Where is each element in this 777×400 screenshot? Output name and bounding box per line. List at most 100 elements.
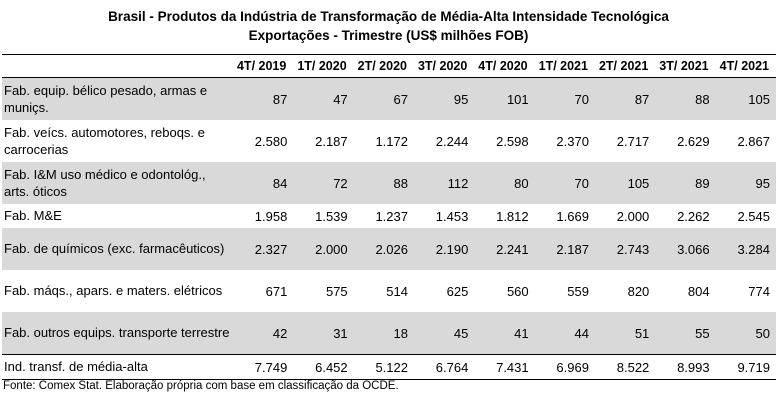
table-cell: 2.241: [474, 228, 535, 270]
table-cell: 51: [594, 312, 656, 355]
table-cell: 105: [715, 77, 776, 120]
table-cell: 1.669: [556, 208, 589, 224]
exports-table: 4T/ 2019 1T/ 2020 2T/ 2020 3T/ 2020 4T/ …: [2, 54, 776, 380]
table-cell: 105: [594, 162, 656, 204]
table-cell: 2.545: [737, 208, 770, 224]
table-cell: 2.598: [496, 133, 529, 149]
header-row: 4T/ 2019 1T/ 2020 2T/ 2020 3T/ 2020 4T/ …: [2, 54, 776, 78]
table-row: Fab. de químicos (exc. farmacêuticos) 2.…: [2, 228, 776, 270]
header-cell: 1T/ 2020: [293, 54, 354, 78]
table-cell: 8.522: [594, 354, 656, 380]
header-cell: 4T/ 2019: [233, 54, 294, 78]
total-row: Ind. transf. de média-alta 7.749 6.452 5…: [2, 354, 776, 380]
table-cell: 7.431: [474, 354, 535, 380]
header-cell: 3T/ 2021: [655, 54, 716, 78]
header-cell: 1T/ 2021: [534, 54, 595, 78]
table-cell: 80: [474, 162, 535, 204]
table-cell: 2.187: [315, 133, 348, 149]
table-cell: 88: [353, 162, 414, 204]
table-cell: 804: [687, 283, 710, 299]
table-cell: 2.026: [353, 228, 414, 270]
table-cell: 575: [325, 283, 348, 299]
table-cell: 87: [594, 77, 656, 120]
source-footnote: Fonte: Comex Stat. Elaboração própria co…: [3, 380, 399, 392]
table-cell: 45: [413, 312, 475, 355]
table-row: Fab. M&E 1.958 1.539 1.237 1.453 1.812 1…: [2, 204, 776, 228]
title-line-1: Brasil - Produtos da Indústria de Transf…: [108, 9, 669, 24]
header-cell: 4T/ 2021: [715, 54, 776, 78]
header-cell: 4T/ 2020: [474, 54, 535, 78]
row-label: Fab. I&M uso médico e odontológ., arts. …: [2, 162, 233, 204]
table-cell: 1.812: [496, 208, 529, 224]
table-cell: 1.958: [254, 208, 288, 224]
table-cell: 6.969: [534, 354, 595, 380]
table-cell: 774: [748, 283, 770, 299]
table-cell: 9.719: [715, 354, 776, 380]
table-cell: 2.000: [616, 208, 650, 224]
table-row: Fab. veícs. automotores, reboqs. e carro…: [2, 120, 776, 162]
table-title: Brasil - Produtos da Indústria de Transf…: [0, 0, 777, 45]
table-cell: 44: [534, 312, 595, 355]
table-cell: 2.717: [616, 133, 650, 149]
table-cell: 95: [715, 162, 776, 204]
row-label: Fab. veícs. automotores, reboqs. e carro…: [4, 124, 205, 158]
table-cell: 1.453: [435, 208, 469, 224]
table-cell: 6.452: [293, 354, 354, 380]
table-cell: 2.743: [594, 228, 656, 270]
header-cell-label: [2, 54, 233, 78]
table-cell: 559: [567, 283, 589, 299]
table-cell: 50: [715, 312, 776, 355]
table-cell: 2.190: [413, 228, 475, 270]
table-cell: 2.327: [233, 228, 294, 270]
table-cell: 625: [446, 283, 469, 299]
table-cell: 560: [506, 283, 529, 299]
table-cell: 101: [474, 77, 535, 120]
table-cell: 42: [233, 312, 294, 355]
table-cell: 2.370: [556, 133, 589, 149]
row-label: Fab. máqs., apars. e maters. elétricos: [4, 283, 223, 299]
table-cell: 2.187: [534, 228, 595, 270]
table-cell: 67: [353, 77, 414, 120]
table-cell: 47: [293, 77, 354, 120]
table-cell: 95: [413, 77, 475, 120]
table-cell: 1.237: [375, 208, 408, 224]
table-cell: 89: [655, 162, 716, 204]
title-line-2: Exportações - Trimestre (US$ milhões FOB…: [248, 28, 529, 43]
table-cell: 84: [233, 162, 294, 204]
header-cell: 3T/ 2020: [413, 54, 475, 78]
table-cell: 7.749: [233, 354, 294, 380]
row-label: Fab. outros equips. transporte terrestre: [2, 312, 233, 355]
table-cell: 6.764: [413, 354, 475, 380]
table-cell: 514: [386, 283, 408, 299]
table-cell: 2.580: [254, 133, 288, 149]
table-row: Fab. máqs., apars. e maters. elétricos 6…: [2, 270, 776, 312]
table-cell: 1.539: [315, 208, 348, 224]
table-cell: 31: [293, 312, 354, 355]
table-cell: 3.284: [715, 228, 776, 270]
table-cell: 2.262: [677, 208, 710, 224]
table-row: Fab. equip. bélico pesado, armas e muniç…: [2, 77, 776, 120]
table-cell: 3.066: [655, 228, 716, 270]
table-cell: 820: [627, 283, 650, 299]
table-cell: 8.993: [655, 354, 716, 380]
table-cell: 70: [534, 77, 595, 120]
table-row: Fab. I&M uso médico e odontológ., arts. …: [2, 162, 776, 204]
row-label: Fab. de químicos (exc. farmacêuticos): [2, 228, 233, 270]
table-cell: 55: [655, 312, 716, 355]
row-label: Fab. equip. bélico pesado, armas e muniç…: [2, 77, 233, 120]
row-label: Fab. M&E: [4, 208, 62, 224]
table-cell: 671: [265, 283, 288, 299]
row-label: Ind. transf. de média-alta: [2, 354, 233, 380]
table-row: Fab. outros equips. transporte terrestre…: [2, 312, 776, 355]
table-cell: 2.629: [677, 133, 710, 149]
table-cell: 2.867: [737, 133, 770, 149]
header-cell: 2T/ 2020: [353, 54, 414, 78]
table-cell: 41: [474, 312, 535, 355]
table-cell: 72: [293, 162, 354, 204]
table-cell: 88: [655, 77, 716, 120]
table-cell: 5.122: [353, 354, 414, 380]
table-cell: 1.172: [375, 133, 408, 149]
table-cell: 87: [233, 77, 294, 120]
table-cell: 18: [353, 312, 414, 355]
